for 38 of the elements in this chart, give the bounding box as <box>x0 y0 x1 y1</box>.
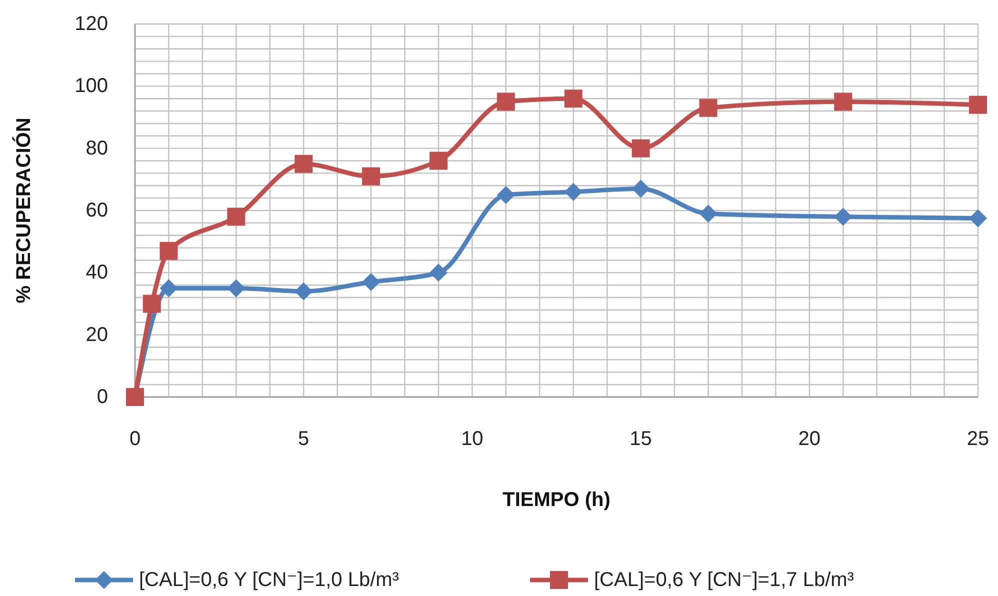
point <box>429 264 448 282</box>
point <box>834 208 852 226</box>
legend-label: [CAL]=0,6 Y [CN⁻]=1,7 Lb/m³ <box>594 569 854 591</box>
point <box>969 209 987 228</box>
point <box>699 98 718 117</box>
x-tick-label: 10 <box>461 428 484 450</box>
y-tick-label: 80 <box>86 137 108 160</box>
point <box>362 272 380 291</box>
point <box>632 180 650 198</box>
point <box>227 208 246 226</box>
point <box>362 167 380 186</box>
point <box>496 92 515 111</box>
x-tick-label: 15 <box>630 428 652 450</box>
y-tick-label: 40 <box>86 262 108 284</box>
x-axis-title: TIEMPO (h) <box>502 489 610 511</box>
y-axis-title: % RECUPERACIÓN <box>12 118 35 304</box>
point <box>429 152 448 170</box>
y-tick-label: 60 <box>86 200 108 222</box>
y-tick-label: 120 <box>74 13 108 35</box>
x-tick-label: 0 <box>129 428 141 450</box>
point <box>632 139 650 158</box>
x-tick-label: 5 <box>298 428 310 450</box>
point <box>564 182 582 201</box>
point <box>834 92 852 111</box>
y-tick-label: 100 <box>74 75 108 98</box>
point <box>294 282 313 300</box>
point <box>699 204 718 223</box>
legend-label: [CAL]=0,6 Y [CN⁻]=1,0 Lb/m³ <box>139 569 400 591</box>
x-tick-label: 20 <box>798 428 821 450</box>
point <box>160 242 178 260</box>
point <box>294 154 313 173</box>
point <box>496 186 515 204</box>
point <box>142 294 161 313</box>
point <box>969 96 987 114</box>
y-tick-label: 20 <box>86 324 108 346</box>
y-tick-label: 0 <box>96 386 108 408</box>
x-tick-label: 25 <box>966 428 990 450</box>
point <box>564 90 582 108</box>
